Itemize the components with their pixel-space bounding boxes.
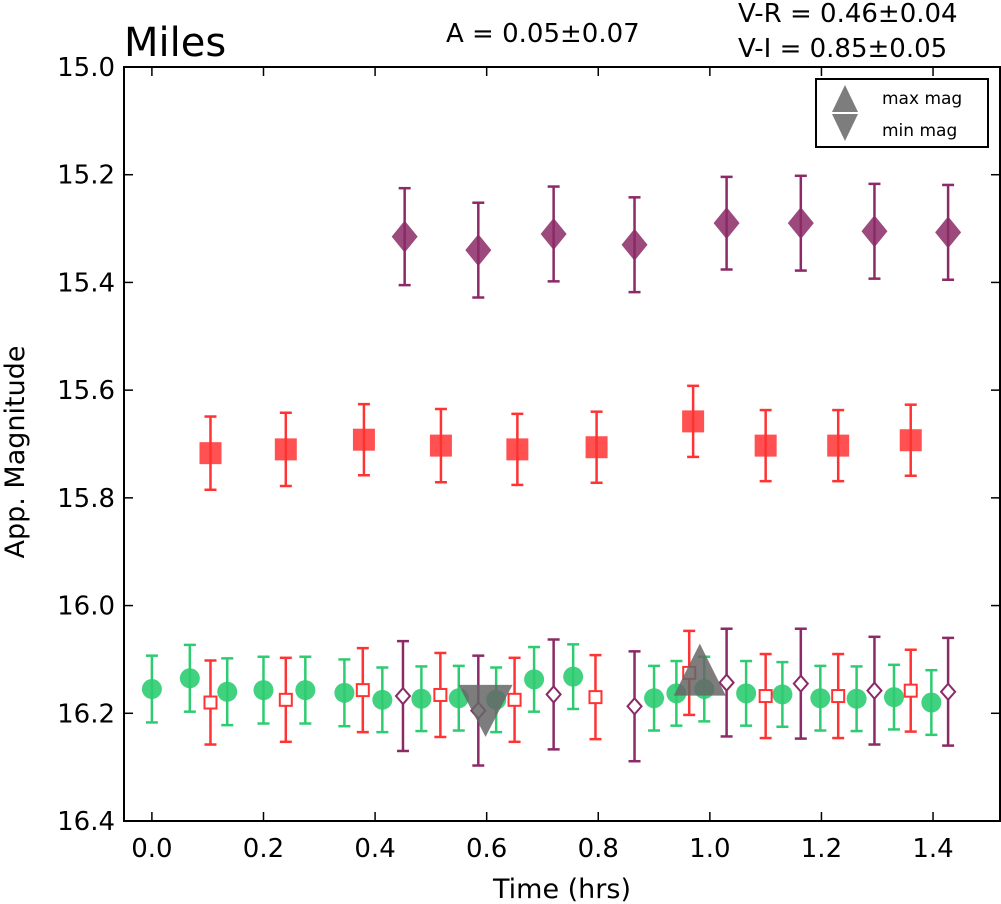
data-point-diamond-filled	[465, 234, 492, 267]
data-point-circle-filled	[334, 682, 355, 703]
data-point-circle-filled	[411, 688, 432, 709]
data-point-circle-filled	[810, 688, 831, 709]
data-point-square-filled	[199, 442, 222, 465]
series-diamond-filled	[391, 174, 962, 299]
legend-max-mag-label: max mag	[882, 89, 962, 109]
data-point-square-open	[433, 687, 448, 702]
series-square-filled	[199, 384, 922, 492]
data-point-square-open	[203, 695, 218, 710]
data-point-diamond-open	[626, 696, 643, 716]
data-point-circle-filled	[253, 680, 274, 701]
data-point-diamond-filled	[621, 228, 648, 261]
data-point-diamond-filled	[861, 215, 888, 248]
data-point-triangle-up	[673, 643, 726, 696]
data-point-diamond-filled	[391, 220, 418, 253]
data-point-square-filled	[585, 436, 608, 459]
legend: max mag min mag	[815, 78, 989, 148]
series-circle-filled	[141, 643, 942, 737]
v-r-annotation: V-R = 0.46±0.04	[738, 0, 958, 29]
data-point-circle-filled	[372, 689, 393, 710]
y-tick-label: 15.4	[57, 268, 115, 298]
y-tick-label: 16.4	[57, 807, 115, 837]
x-tick-label: 1.2	[801, 834, 842, 864]
x-axis-label: Time (hrs)	[492, 874, 631, 904]
legend-min-mag-marker	[832, 114, 858, 141]
data-point-diamond-open	[866, 681, 883, 701]
data-point-square-filled	[352, 428, 375, 451]
x-tick-label: 0.2	[243, 834, 284, 864]
data-point-diamond-filled	[787, 207, 814, 240]
x-tick-label: 1.4	[912, 834, 953, 864]
x-tick-label: 0.4	[354, 834, 395, 864]
x-tick-label: 0.8	[578, 834, 619, 864]
data-point-square-filled	[827, 434, 850, 457]
data-point-circle-filled	[217, 681, 238, 702]
x-tick-label: 0.0	[131, 834, 172, 864]
data-point-square-filled	[274, 438, 297, 461]
x-tick-label: 1.0	[689, 834, 730, 864]
data-point-square-filled	[506, 438, 529, 461]
chart-title: Miles	[124, 20, 226, 66]
plot-frame	[123, 66, 1001, 822]
x-tick-label: 0.6	[466, 834, 507, 864]
data-point-circle-filled	[563, 666, 584, 687]
y-tick-label: 15.8	[57, 484, 115, 514]
data-point-diamond-open	[545, 684, 562, 704]
data-point-square-open	[588, 690, 603, 705]
data-point-circle-filled	[921, 692, 942, 713]
data-point-square-open	[831, 689, 846, 704]
data-point-circle-filled	[846, 688, 867, 709]
series-triangle-up	[673, 643, 726, 696]
axis-ticks: 0.0 0.2 0.4 0.6 0.8 1.0 1.2 1.4 15.0 15.2 15.4 15.6…	[57, 53, 1000, 864]
plot-layer	[141, 174, 962, 767]
data-point-circle-filled	[736, 683, 757, 704]
v-i-annotation: V-I = 0.85±0.05	[738, 34, 947, 64]
series-square-open	[203, 629, 918, 746]
data-point-diamond-open	[394, 686, 412, 706]
y-tick-label: 15.6	[57, 376, 115, 406]
data-point-circle-filled	[644, 688, 665, 709]
y-tick-label: 15.2	[57, 161, 115, 191]
legend-max-mag-marker	[832, 85, 858, 112]
y-tick-label: 16.0	[57, 592, 115, 622]
data-point-square-filled	[899, 429, 922, 452]
data-point-diamond-open	[792, 674, 810, 694]
data-point-diamond-filled	[935, 216, 962, 249]
data-point-circle-filled	[295, 680, 316, 701]
data-point-square-open	[355, 683, 370, 698]
data-point-square-filled	[682, 410, 705, 433]
data-point-square-filled	[429, 434, 452, 457]
data-point-diamond-open	[939, 682, 957, 702]
data-point-diamond-filled	[540, 217, 567, 250]
data-point-square-open	[758, 689, 773, 704]
y-axis-label: App. Magnitude	[0, 346, 31, 559]
data-point-square-filled	[754, 434, 777, 457]
amplitude-annotation: A = 0.05±0.07	[446, 19, 640, 49]
y-tick-label: 15.0	[57, 53, 115, 83]
data-point-circle-filled	[772, 684, 793, 705]
data-point-circle-filled	[179, 668, 200, 689]
data-point-circle-filled	[883, 687, 904, 708]
data-point-diamond-filled	[713, 207, 740, 240]
data-point-square-open	[903, 683, 918, 698]
y-tick-label: 16.2	[57, 699, 115, 729]
data-point-circle-filled	[141, 679, 162, 700]
data-point-triangle-down	[458, 684, 513, 737]
data-point-diamond-open	[718, 673, 735, 693]
data-point-square-open	[278, 692, 293, 707]
data-point-square-open	[507, 692, 522, 707]
series-triangle-down	[458, 684, 513, 737]
legend-min-mag-label: min mag	[882, 121, 957, 141]
data-point-circle-filled	[524, 669, 545, 690]
